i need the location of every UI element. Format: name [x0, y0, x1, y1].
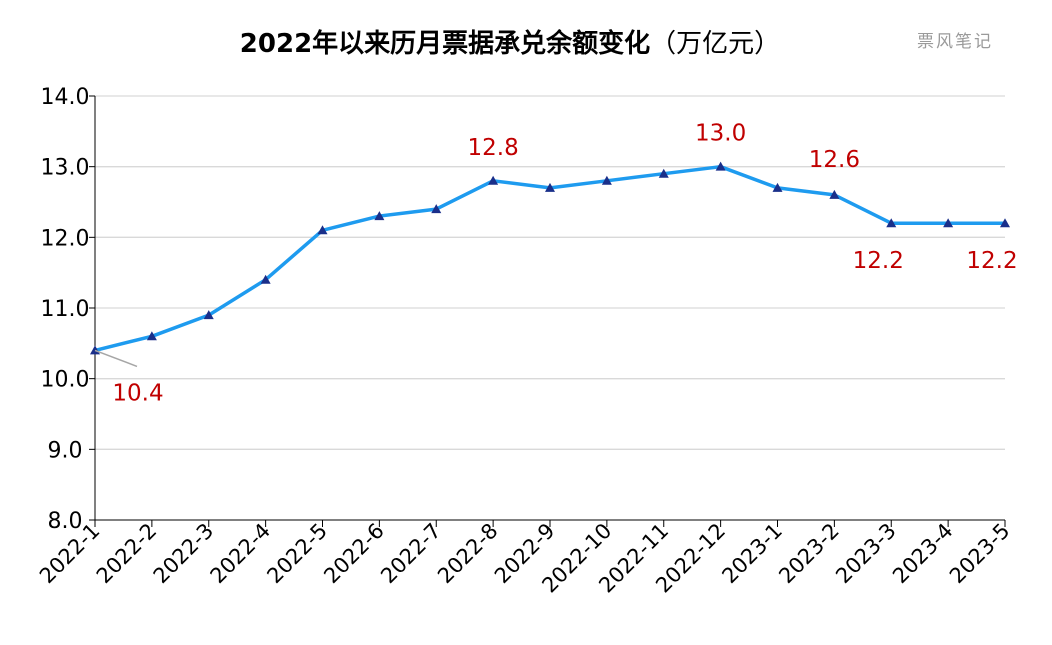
chart-title-unit: （万亿元）	[650, 29, 780, 59]
data-label: 12.6	[809, 147, 860, 173]
x-tick-label: 2022-4	[206, 519, 276, 589]
x-tick-label: 2023-1	[717, 519, 787, 589]
x-tick-label: 2023-4	[888, 519, 958, 589]
data-label: 12.2	[853, 248, 904, 274]
watermark: 票风笔记	[917, 32, 993, 52]
chart-title: 2022年以来历月票据承兑余额变化（万亿元）	[240, 28, 780, 59]
x-tick-label: 2022-5	[262, 519, 332, 589]
y-axis-ticks: 8.0 9.0 10.0 11.0 12.0 13.0 14.0	[41, 85, 90, 534]
data-point-marker	[260, 274, 271, 284]
x-tick-label: 2023-5	[945, 519, 1015, 589]
chart-title-main: 2022年以来历月票据承兑余额变化	[240, 28, 650, 59]
data-point-marker	[203, 310, 214, 320]
data-point-marker	[715, 161, 726, 171]
y-tick-label: 14.0	[41, 85, 90, 110]
data-point-marker	[772, 182, 783, 192]
y-tick-label: 9.0	[48, 438, 83, 463]
y-tick-label: 8.0	[48, 509, 83, 534]
leader-line	[94, 349, 138, 368]
y-tick-label: 11.0	[41, 297, 90, 322]
series-group	[90, 161, 1010, 355]
data-point-marker	[545, 182, 555, 192]
x-tick-label: 2022-6	[319, 519, 389, 589]
x-tick-label: 2022-8	[433, 519, 503, 589]
x-tick-label: 2022-2	[92, 519, 162, 589]
data-point-marker	[829, 189, 840, 199]
x-tick-label: 2022-7	[376, 519, 446, 589]
data-label: 12.8	[468, 135, 519, 161]
data-point-marker	[601, 175, 612, 185]
data-point-marker	[943, 218, 954, 228]
data-label: 13.0	[695, 121, 746, 147]
data-point-marker	[374, 211, 385, 221]
y-tick-label: 12.0	[41, 226, 90, 251]
data-point-marker	[886, 218, 897, 228]
gridlines	[95, 95, 1005, 450]
data-labels: 10.4 12.8 13.0 12.6 12.2 12.2	[94, 121, 1018, 406]
data-point-marker	[488, 175, 499, 185]
data-point-marker	[317, 225, 328, 235]
axes	[89, 95, 1006, 527]
y-tick-label: 10.0	[41, 368, 90, 393]
x-tick-label: 2022-3	[149, 519, 219, 589]
data-label: 10.4	[112, 380, 163, 406]
x-tick-label: 2023-3	[831, 519, 901, 589]
x-axis-ticks: 2022-12022-22022-32022-42022-52022-62022…	[35, 519, 1015, 598]
data-point-marker	[658, 168, 669, 178]
data-point-marker	[431, 204, 442, 214]
x-tick-label: 2023-2	[774, 519, 844, 589]
y-tick-label: 13.0	[41, 156, 90, 181]
data-point-marker	[1000, 218, 1010, 228]
data-point-marker	[146, 331, 157, 341]
data-label: 12.2	[966, 248, 1017, 274]
